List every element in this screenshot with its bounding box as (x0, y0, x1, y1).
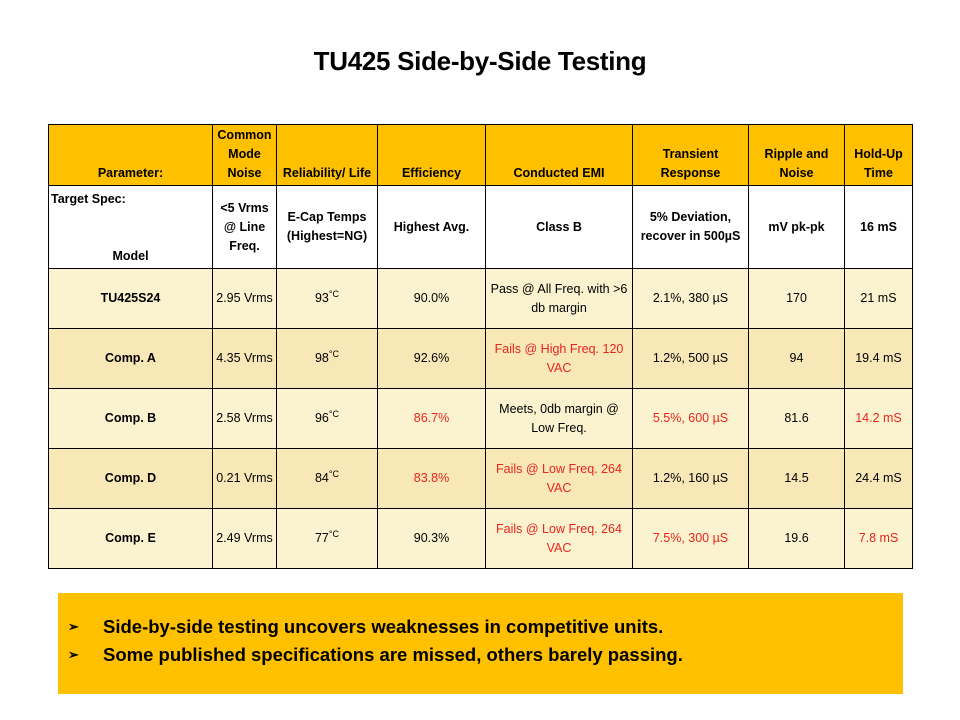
noise-cell: 2.49 Vrms (212, 508, 277, 569)
table-row: TU425S24 2.95 Vrms 93°C 90.0% Pass @ All… (48, 268, 913, 329)
efficiency-cell: 92.6% (377, 328, 486, 389)
target-spec-label: Target Spec: (51, 192, 126, 206)
emi-cell: Meets, 0db margin @ Low Freq. (485, 388, 633, 449)
arrow-bullet-icon: ➢ (68, 619, 79, 634)
model-cell: Comp. D (48, 448, 213, 509)
temp-unit: °C (328, 349, 339, 359)
transient-cell: 5.5%, 600 µS (632, 388, 749, 449)
summary-box: ➢ Side-by-side testing uncovers weakness… (58, 593, 903, 694)
header-common-mode-noise: Common Mode Noise (212, 124, 277, 186)
noise-cell: 2.58 Vrms (212, 388, 277, 449)
temp-value: 98 (314, 351, 329, 365)
target-temp: E-Cap Temps (Highest=NG) (276, 185, 378, 269)
bullet-item: ➢ Some published specifications are miss… (68, 641, 903, 669)
temp-value: 93 (314, 291, 329, 305)
holdup-cell: 19.4 mS (844, 328, 913, 389)
target-transient: 5% Deviation, recover in 500µS (632, 185, 749, 269)
header-ripple-noise: Ripple and Noise (748, 124, 845, 186)
transient-cell: 7.5%, 300 µS (632, 508, 749, 569)
ripple-cell: 94 (748, 328, 845, 389)
emi-cell: Pass @ All Freq. with >6 db margin (485, 268, 633, 329)
target-holdup: 16 mS (844, 185, 913, 269)
target-noise: <5 Vrms @ Line Freq. (212, 185, 277, 269)
model-label: Model (112, 249, 149, 263)
header-transient-response: Transient Response (632, 124, 749, 186)
model-cell: Comp. B (48, 388, 213, 449)
header-parameter: Parameter: (48, 124, 213, 186)
holdup-cell: 24.4 mS (844, 448, 913, 509)
header-hold-up-time: Hold-Up Time (844, 124, 913, 186)
table-row: Comp. D 0.21 Vrms 84°C 83.8% Fails @ Low… (48, 448, 913, 509)
bullet-item: ➢ Side-by-side testing uncovers weakness… (68, 613, 903, 641)
temp-unit: °C (328, 409, 339, 419)
ripple-cell: 14.5 (748, 448, 845, 509)
target-spec-label-cell: Target Spec: Model (48, 185, 213, 269)
temp-cell: 77°C (276, 508, 378, 569)
slide-title: TU425 Side-by-Side Testing (313, 46, 647, 76)
target-emi: Class B (485, 185, 633, 269)
temp-value: 96 (314, 411, 329, 425)
target-spec-row: Target Spec: Model <5 Vrms @ Line Freq. … (48, 185, 913, 269)
noise-cell: 2.95 Vrms (212, 268, 277, 329)
ripple-cell: 170 (748, 268, 845, 329)
arrow-bullet-icon: ➢ (68, 647, 79, 662)
noise-cell: 0.21 Vrms (212, 448, 277, 509)
efficiency-cell: 83.8% (377, 448, 486, 509)
model-cell: Comp. A (48, 328, 213, 389)
model-cell: TU425S24 (48, 268, 213, 329)
table-row: Comp. B 2.58 Vrms 96°C 86.7% Meets, 0db … (48, 388, 913, 449)
emi-cell: Fails @ Low Freq. 264 VAC (485, 508, 633, 569)
model-cell: Comp. E (48, 508, 213, 569)
temp-cell: 84°C (276, 448, 378, 509)
temp-value: 77 (314, 531, 329, 545)
header-efficiency: Efficiency (377, 124, 486, 186)
header-reliability: Reliability/ Life (276, 124, 378, 186)
ripple-cell: 81.6 (748, 388, 845, 449)
ripple-cell: 19.6 (748, 508, 845, 569)
transient-cell: 1.2%, 160 µS (632, 448, 749, 509)
emi-cell: Fails @ High Freq. 120 VAC (485, 328, 633, 389)
holdup-cell: 7.8 mS (844, 508, 913, 569)
efficiency-cell: 86.7% (377, 388, 486, 449)
bullet-text: Side-by-side testing uncovers weaknesses… (103, 616, 664, 637)
header-row: Parameter: Common Mode Noise Reliability… (48, 124, 913, 186)
target-efficiency: Highest Avg. (377, 185, 486, 269)
temp-unit: °C (328, 469, 339, 479)
temp-cell: 96°C (276, 388, 378, 449)
efficiency-cell: 90.0% (377, 268, 486, 329)
transient-cell: 2.1%, 380 µS (632, 268, 749, 329)
header-conducted-emi: Conducted EMI (485, 124, 633, 186)
temp-unit: °C (328, 289, 339, 299)
efficiency-cell: 90.3% (377, 508, 486, 569)
holdup-cell: 14.2 mS (844, 388, 913, 449)
noise-cell: 4.35 Vrms (212, 328, 277, 389)
emi-cell: Fails @ Low Freq. 264 VAC (485, 448, 633, 509)
target-ripple: mV pk-pk (748, 185, 845, 269)
temp-value: 84 (314, 471, 329, 485)
table-row: Comp. A 4.35 Vrms 98°C 92.6% Fails @ Hig… (48, 328, 913, 389)
temp-cell: 98°C (276, 328, 378, 389)
holdup-cell: 21 mS (844, 268, 913, 329)
transient-cell: 1.2%, 500 µS (632, 328, 749, 389)
temp-cell: 93°C (276, 268, 378, 329)
temp-unit: °C (328, 529, 339, 539)
bullet-text: Some published specifications are missed… (103, 644, 683, 665)
table-row: Comp. E 2.49 Vrms 77°C 90.3% Fails @ Low… (48, 508, 913, 569)
comparison-table: Parameter: Common Mode Noise Reliability… (48, 124, 913, 569)
